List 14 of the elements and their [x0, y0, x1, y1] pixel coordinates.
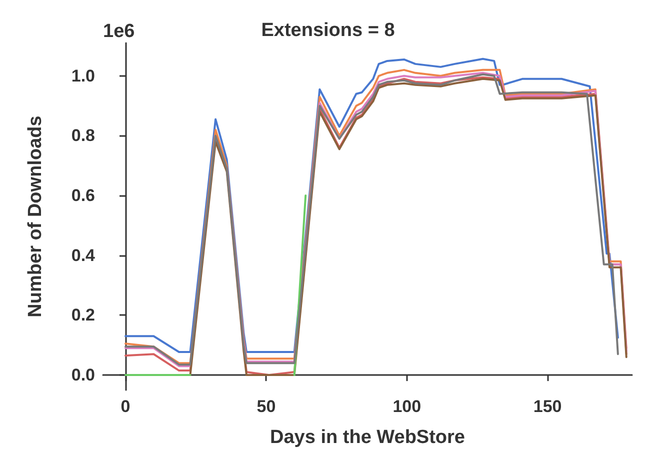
y-tick-label: 0.0 — [71, 366, 95, 385]
x-tick-label: 0 — [120, 397, 130, 416]
x-tick-label: 150 — [533, 397, 562, 416]
x-tick-label: 100 — [392, 397, 422, 416]
y-axis-title: Number of Downloads — [25, 116, 46, 318]
chart-title: Extensions = 8 — [261, 20, 395, 41]
text: 1e6 — [103, 21, 135, 42]
x-tick-label: 50 — [256, 397, 276, 416]
y-tick-label: 1.0 — [71, 66, 95, 86]
y-tick-label: 0.2 — [71, 306, 95, 325]
y-tick-label: 0.8 — [71, 126, 95, 146]
y-tick-label: 0.6 — [71, 186, 95, 206]
y-tick-label: 0.4 — [71, 246, 96, 265]
x-axis-title: Days in the WebStore — [270, 427, 465, 448]
